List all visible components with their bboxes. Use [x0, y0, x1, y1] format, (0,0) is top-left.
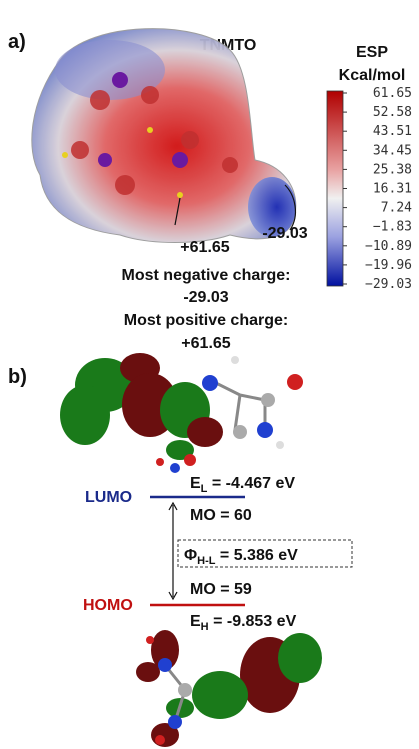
homo-label: HOMO — [83, 597, 133, 614]
colorbar-tick-label: 25.38 — [373, 162, 412, 177]
symbol: E — [190, 475, 201, 492]
figure: a) TNMTO +61.65 -29.03 Most negative cha… — [0, 0, 419, 749]
lumo-mo: MO = 60 — [190, 507, 252, 524]
summary-text: Most positive charge: — [124, 312, 288, 329]
colorbar-title: ESP — [356, 44, 388, 61]
value: = 5.386 eV — [215, 547, 298, 564]
colorbar-tick-label: 7.24 — [381, 201, 412, 216]
colorbar-ticks: 61.65 52.58 43.51 34.45 25.38 16.31 7.24 −1.83 −… — [343, 86, 412, 292]
homo-orbital — [136, 630, 322, 747]
colorbar-tick-label: 34.45 — [373, 143, 412, 158]
lumo-orbital — [60, 353, 303, 473]
colorbar-tick-label: 43.51 — [373, 124, 412, 139]
esp-surface — [32, 29, 296, 243]
gap-arrow — [169, 503, 177, 599]
colorbar-tick-label: −1.83 — [373, 220, 412, 235]
value: = -4.467 eV — [207, 475, 295, 492]
colorbar — [327, 91, 343, 286]
gap-text: ΦH-L = 5.386 eV — [184, 547, 298, 567]
colorbar-tick-label: −19.96 — [365, 258, 412, 273]
min-annotation: -29.03 — [262, 225, 307, 242]
colorbar-tick-label: −10.89 — [365, 239, 412, 254]
panel-label: a) — [8, 31, 26, 53]
homo-mo: MO = 59 — [190, 581, 252, 598]
max-annotation: +61.65 — [180, 239, 229, 256]
lumo-label: LUMO — [85, 489, 132, 506]
colorbar-tick-label: 61.65 — [373, 86, 412, 101]
lumo-energy: EL = -4.467 eV — [190, 475, 295, 495]
colorbar-tick-label: 52.58 — [373, 105, 412, 120]
symbol: E — [190, 613, 201, 630]
summary-text: +61.65 — [181, 335, 230, 352]
colorbar-tick-label: −29.03 — [365, 277, 412, 292]
subscript: H — [201, 621, 209, 633]
colorbar-tick-label: 16.31 — [373, 182, 412, 197]
subscript: H-L — [197, 555, 216, 567]
panel-label: b) — [8, 366, 27, 388]
homo-energy: EH = -9.853 eV — [190, 613, 297, 633]
summary-text: -29.03 — [183, 289, 228, 306]
colorbar-unit: Kcal/mol — [339, 67, 406, 84]
summary-text: Most negative charge: — [122, 267, 291, 284]
value: = -9.853 eV — [209, 613, 297, 630]
symbol: Φ — [184, 547, 197, 564]
